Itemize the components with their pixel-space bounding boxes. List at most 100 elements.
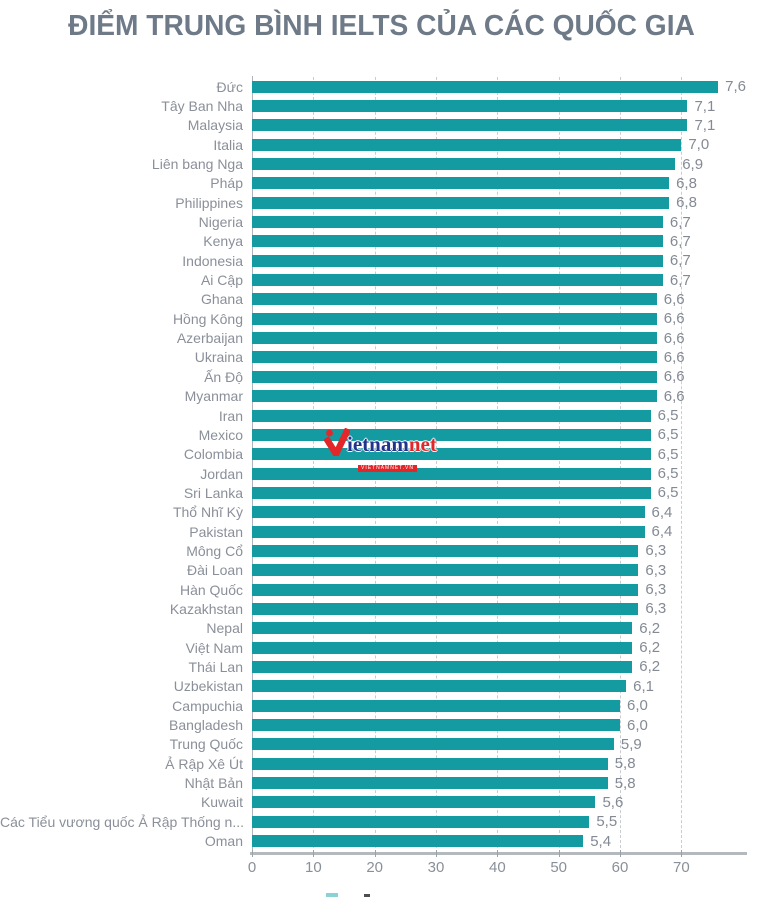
- value-label: 6,7: [669, 271, 691, 289]
- score-bar: [252, 312, 657, 325]
- country-label: Việt Nam: [185, 639, 243, 656]
- value-label: 6,5: [657, 426, 679, 444]
- y-axis-line: [252, 76, 253, 853]
- value-label: 6,4: [651, 523, 673, 541]
- score-bar: [252, 622, 633, 635]
- score-bar: [252, 815, 590, 828]
- value-label: 6,3: [645, 600, 667, 618]
- value-label: 5,8: [614, 755, 636, 773]
- score-bar: [252, 564, 639, 577]
- gridline-60: [619, 77, 621, 853]
- bar-row: Bangladesh 6,0: [0, 715, 763, 734]
- bar-row: Philippines 6,8: [0, 193, 763, 212]
- score-bar: [252, 409, 651, 422]
- tick-label-50: 50: [550, 859, 567, 876]
- country-label: Hàn Quốc: [179, 581, 243, 598]
- score-bar: [252, 525, 645, 538]
- country-label: Đài Loan: [186, 562, 243, 579]
- country-label: Myanmar: [184, 388, 243, 405]
- value-label: 5,8: [614, 774, 636, 792]
- bar-row: Hồng Kông 6,6: [0, 309, 763, 328]
- bar-row: Hàn Quốc 6,3: [0, 580, 763, 599]
- legend-label-clipped: [364, 894, 370, 897]
- score-bar: [252, 332, 657, 345]
- tick-label-30: 30: [427, 859, 445, 876]
- bar-row: Ấn Độ 6,6: [0, 367, 763, 386]
- value-label: 7,1: [694, 116, 716, 134]
- value-label: 6,7: [669, 232, 691, 250]
- value-label: 6,2: [639, 639, 661, 657]
- tick-label-40: 40: [488, 859, 506, 876]
- score-bar: [252, 119, 688, 132]
- country-label: Ả Rập Xê Út: [165, 755, 243, 772]
- value-label: 6,9: [682, 155, 704, 173]
- score-bar: [252, 486, 651, 499]
- tick-mark-50: [558, 850, 560, 857]
- tick-mark-10: [313, 850, 315, 857]
- score-bar: [252, 680, 627, 693]
- country-label: Mông Cổ: [186, 542, 243, 559]
- country-label: Kenya: [203, 233, 243, 250]
- watermark-subtext: VIETNAMNET.VN: [358, 465, 418, 472]
- country-label: Trung Quốc: [169, 736, 243, 753]
- country-label: Pakistan: [189, 523, 243, 540]
- bar-row: Các Tiểu vương quốc Ả Rập Thống n... 5,5: [0, 812, 763, 831]
- tick-label-10: 10: [304, 859, 322, 876]
- score-bar: [252, 274, 663, 287]
- bar-row: Thái Lan 6,2: [0, 657, 763, 676]
- bar-row: Nepal 6,2: [0, 619, 763, 638]
- score-bar: [252, 196, 670, 209]
- x-axis-line: [250, 852, 747, 855]
- value-label: 6,3: [645, 542, 667, 560]
- value-label: 6,3: [645, 581, 667, 599]
- country-label: Jordan: [200, 465, 243, 482]
- value-label: 7,6: [725, 78, 746, 96]
- score-bar: [252, 293, 657, 306]
- tick-label-20: 20: [366, 859, 383, 876]
- gridline-30: [435, 77, 437, 853]
- score-bar: [252, 738, 614, 751]
- bar-row: Việt Nam 6,2: [0, 638, 763, 657]
- bar-row: Oman 5,4: [0, 831, 763, 850]
- value-label: 6,5: [657, 445, 679, 463]
- bar-row: Mông Cổ 6,3: [0, 541, 763, 560]
- score-bar: [252, 80, 719, 93]
- tick-label-70: 70: [672, 859, 690, 876]
- tick-label-60: 60: [611, 859, 629, 876]
- bar-row: Liên bang Nga 6,9: [0, 154, 763, 173]
- country-label: Ấn Độ: [204, 368, 243, 385]
- bar-row: Azerbaijan 6,6: [0, 328, 763, 347]
- score-bar: [252, 660, 633, 673]
- bar-row: Italia 7,0: [0, 135, 763, 154]
- bar-rows: Đức 7,6 Tây Ban Nha 7,1 Malaysia 7,1 Italia 7,0…: [0, 77, 763, 851]
- country-label: Azerbaijan: [176, 330, 243, 347]
- country-label: Colombia: [183, 446, 243, 463]
- bar-row: Tây Ban Nha 7,1: [0, 96, 763, 115]
- value-label: 7,1: [694, 97, 716, 115]
- country-label: Liên bang Nga: [151, 156, 243, 173]
- vietnamnet-logo: ietnam net: [324, 426, 437, 456]
- value-label: 6,6: [663, 290, 685, 308]
- value-label: 6,6: [663, 387, 685, 405]
- watermark-text-main: ietnam: [347, 432, 409, 456]
- score-bar: [252, 719, 620, 732]
- score-bar: [252, 351, 657, 364]
- country-label: Sri Lanka: [183, 484, 243, 501]
- value-label: 6,2: [639, 658, 661, 676]
- legend-clipped: [326, 893, 370, 897]
- country-label: Ghana: [200, 291, 243, 308]
- tick-mark-40: [497, 850, 499, 857]
- score-bar: [252, 390, 657, 403]
- vietnamnet-v-check-icon: [324, 428, 350, 456]
- bar-row: Pháp 6,8: [0, 174, 763, 193]
- tick-mark-60: [619, 850, 621, 857]
- country-label: Các Tiểu vương quốc Ả Rập Thống n...: [0, 813, 244, 830]
- bar-row: Ghana 6,6: [0, 290, 763, 309]
- bar-row: Myanmar 6,6: [0, 387, 763, 406]
- country-label: Hồng Kông: [172, 310, 243, 327]
- gridline-40: [497, 77, 499, 853]
- score-bar: [252, 835, 584, 848]
- bar-row: Colombia 6,5: [0, 445, 763, 464]
- legend-swatch: [326, 893, 338, 897]
